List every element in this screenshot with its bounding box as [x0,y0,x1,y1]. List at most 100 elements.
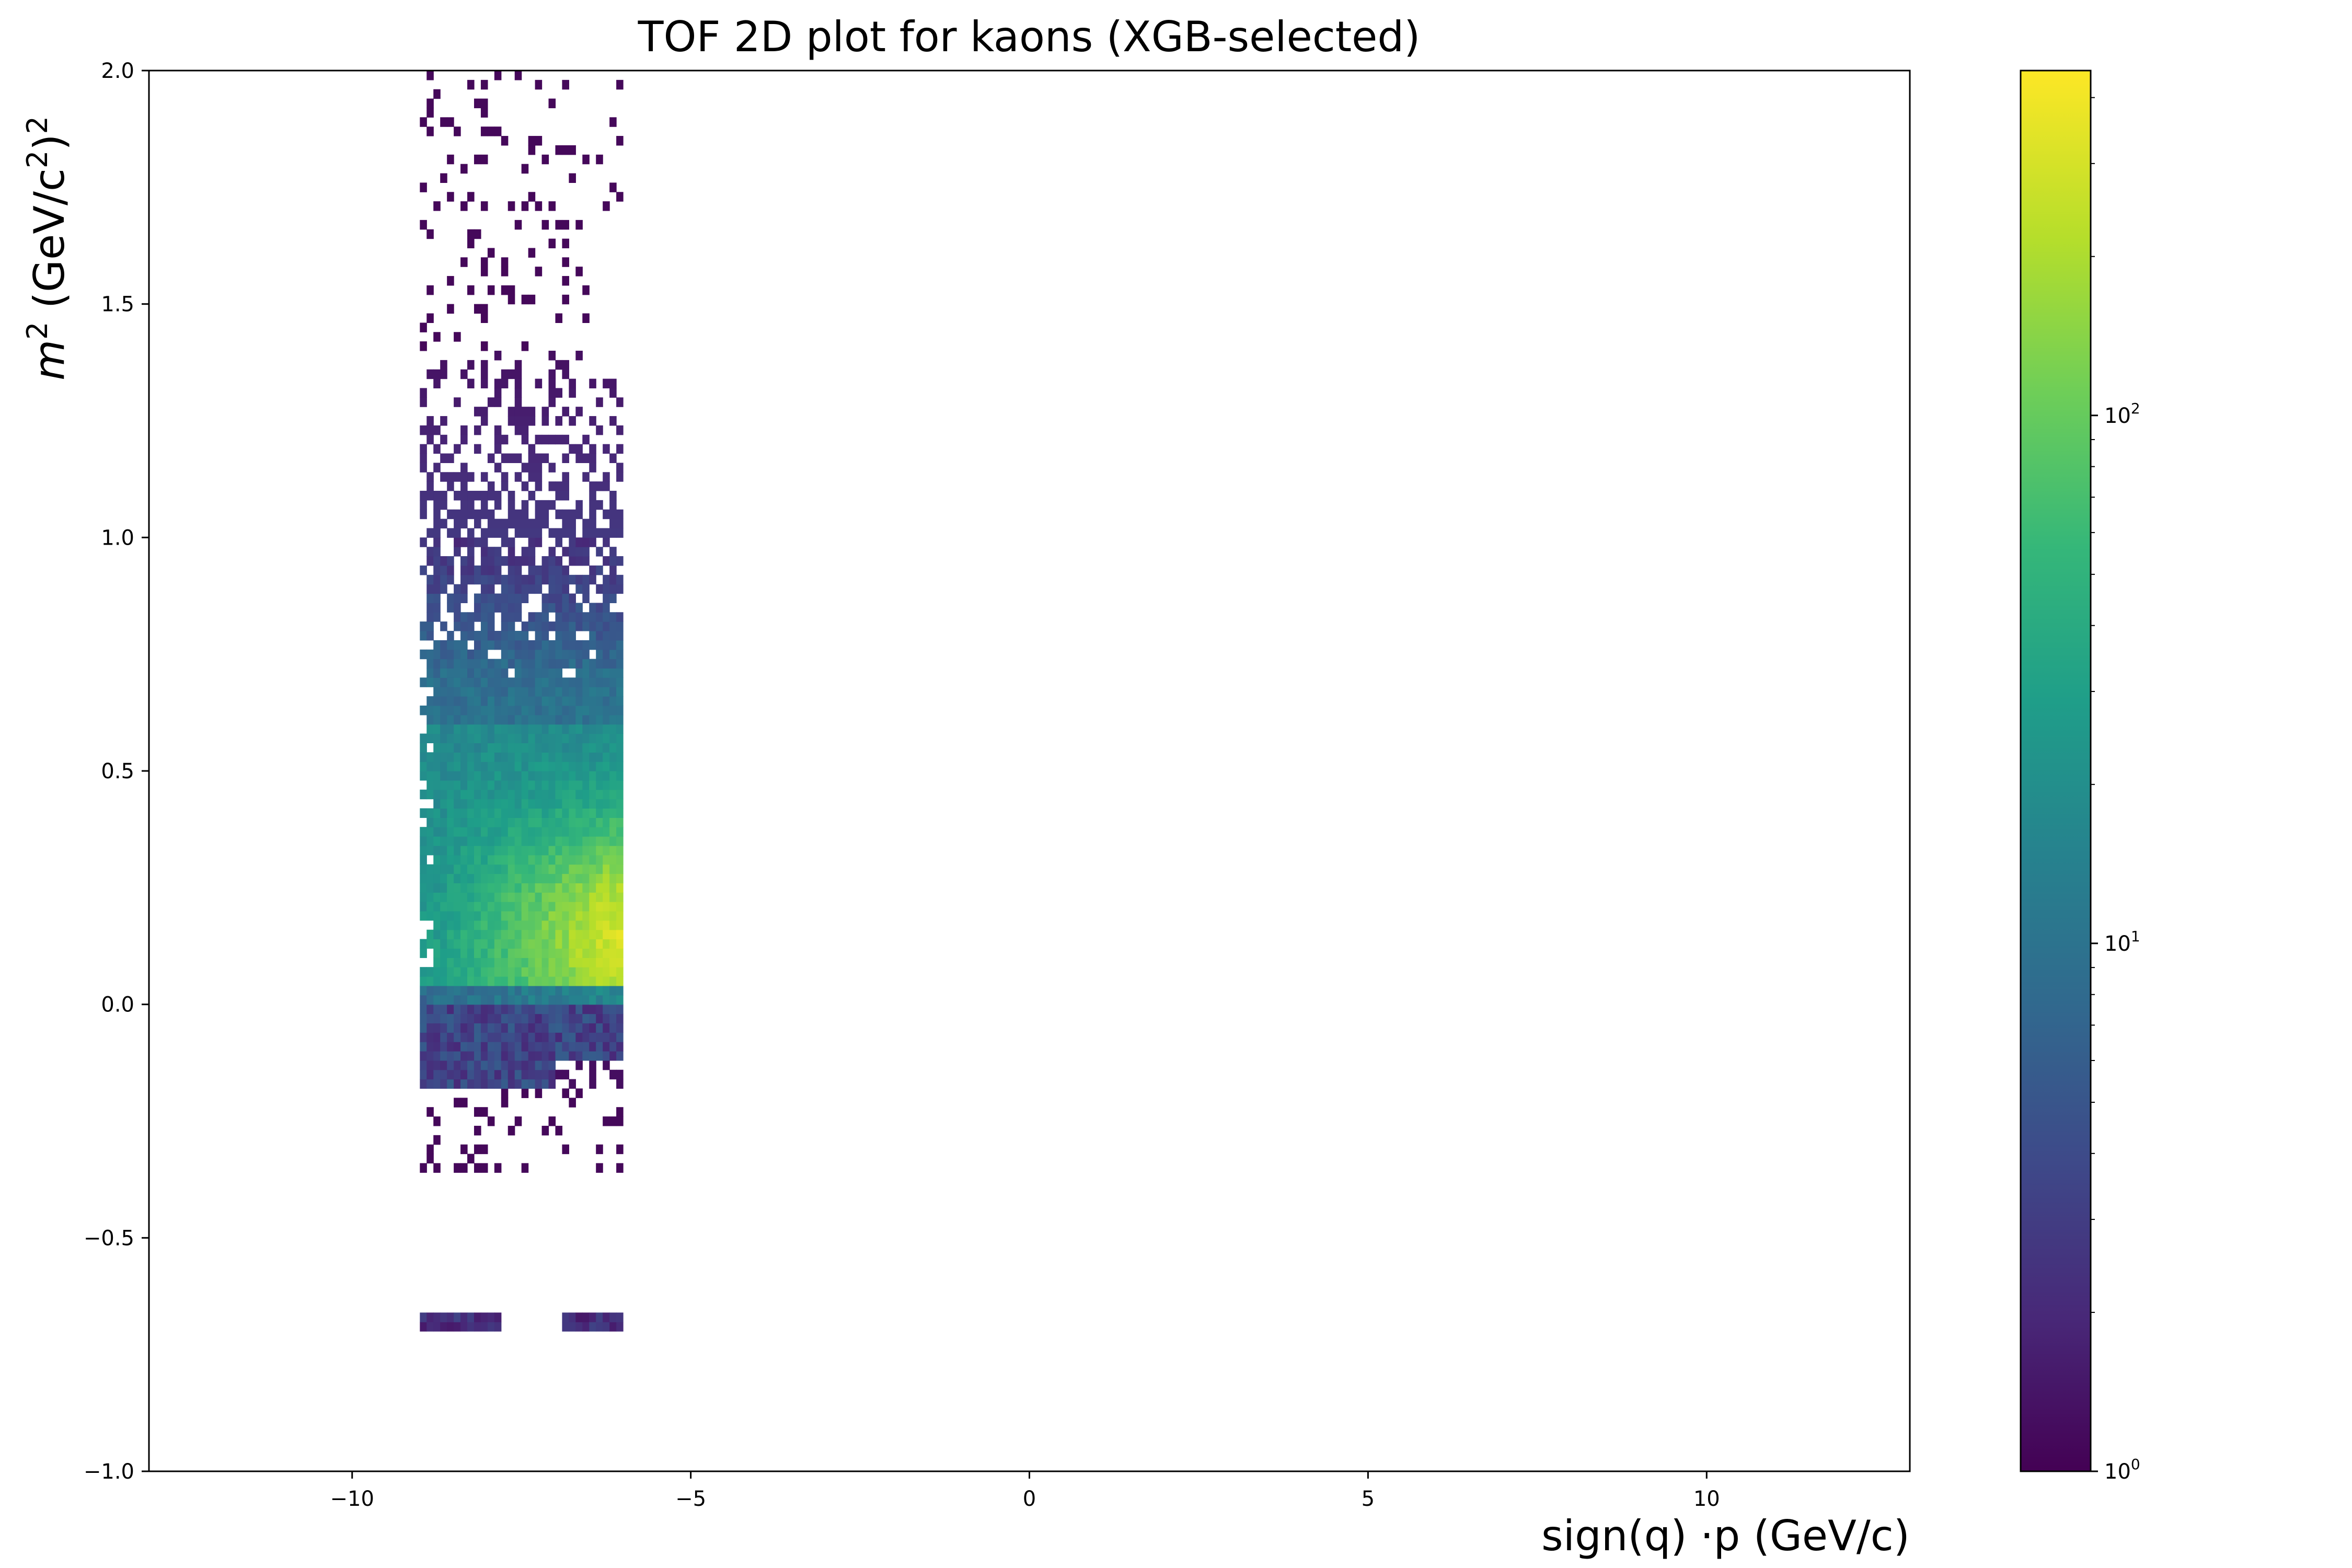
heatmap-cell [508,967,515,977]
heatmap-cell [494,967,502,977]
heatmap-cell [562,752,569,762]
heatmap-cell [562,369,569,379]
heatmap-cell [420,1023,427,1033]
heatmap-cell [575,351,583,361]
heatmap-cell [596,762,603,771]
heatmap-cell [454,967,461,977]
heatmap-cell [609,1042,617,1052]
heatmap-cell [535,1060,543,1070]
heatmap-cell [501,808,509,818]
heatmap-cell [596,1322,603,1332]
heatmap-cell [575,817,583,827]
heatmap-cell [467,780,475,790]
heatmap-cell [575,444,583,454]
heatmap-cell [541,556,549,566]
heatmap-cell [596,1023,603,1033]
heatmap-cell [426,434,434,445]
heatmap-cell [521,929,529,940]
heatmap-cell [521,920,529,930]
heatmap-cell [616,705,624,716]
heatmap-cell [589,696,596,706]
heatmap-cell [603,827,610,837]
heatmap-cell [521,817,529,827]
heatmap-cell [501,696,509,706]
heatmap-cell [467,929,475,940]
heatmap-cell [555,976,563,986]
heatmap-cell [541,771,549,781]
heatmap-cell [514,397,522,407]
heatmap-cell [467,705,475,716]
heatmap-cell [454,537,461,547]
heatmap-cell [433,976,441,986]
heatmap-cell [575,958,583,967]
heatmap-cell [575,677,583,687]
heatmap-cell [589,939,596,949]
heatmap-cell [480,958,488,967]
heatmap-cell [514,696,522,706]
heatmap-cell [454,817,461,827]
heatmap-cell [433,518,441,529]
heatmap-cell [589,733,596,743]
heatmap-cell [541,762,549,771]
heatmap-cell [589,845,596,856]
heatmap-cell [569,873,576,883]
heatmap-cell [508,958,515,967]
heatmap-cell [555,724,563,734]
heatmap-cell [609,920,617,930]
heatmap-cell [440,1051,447,1061]
heatmap-cell [440,883,447,893]
heatmap-cell [433,789,441,800]
heatmap-cell [460,771,468,781]
heatmap-cell [589,752,596,762]
heatmap-cell [447,705,454,716]
heatmap-cell [616,556,624,566]
heatmap-cell [426,369,434,379]
heatmap-cell [494,593,502,603]
heatmap-cell [460,537,468,547]
heatmap-cell [596,743,603,753]
heatmap-cells [420,71,624,1332]
heatmap-cell [494,378,502,389]
heatmap-cell [521,762,529,771]
heatmap-cell [494,1069,502,1080]
heatmap-cell [474,985,481,996]
heatmap-cell [440,976,447,986]
heatmap-cell [460,1098,468,1108]
heatmap-cell [596,547,603,557]
heatmap-cell [433,640,441,650]
heatmap-cell [603,603,610,613]
heatmap-cell [467,864,475,874]
heatmap-cell [562,929,569,940]
heatmap-cell [494,892,502,902]
heatmap-cell [487,985,495,996]
heatmap-cell [575,640,583,650]
heatmap-cell [528,444,536,454]
heatmap-cell [562,864,569,874]
heatmap-cell [420,864,427,874]
heatmap-cell [535,976,543,986]
heatmap-cell [433,1032,441,1042]
heatmap-cell [508,920,515,930]
heatmap-cell [426,705,434,716]
heatmap-cell [603,574,610,585]
heatmap-cell [440,911,447,921]
heatmap-cell [589,1060,596,1070]
heatmap-cell [541,948,549,958]
heatmap-cell [609,771,617,781]
heatmap-cell [501,827,509,837]
heatmap-cell [420,976,427,986]
heatmap-cell [494,995,502,1005]
heatmap-cell [433,1079,441,1089]
heatmap-cell [460,164,468,174]
heatmap-cell [575,668,583,678]
heatmap-cell [575,407,583,417]
heatmap-cell [609,565,617,575]
heatmap-cell [548,762,556,771]
heatmap-cell [521,425,529,435]
heatmap-cell [460,434,468,445]
heatmap-cell [555,799,563,809]
heatmap-cell [555,360,563,370]
heatmap-cell [487,668,495,678]
heatmap-cell [494,883,502,893]
heatmap-cell [528,939,536,949]
